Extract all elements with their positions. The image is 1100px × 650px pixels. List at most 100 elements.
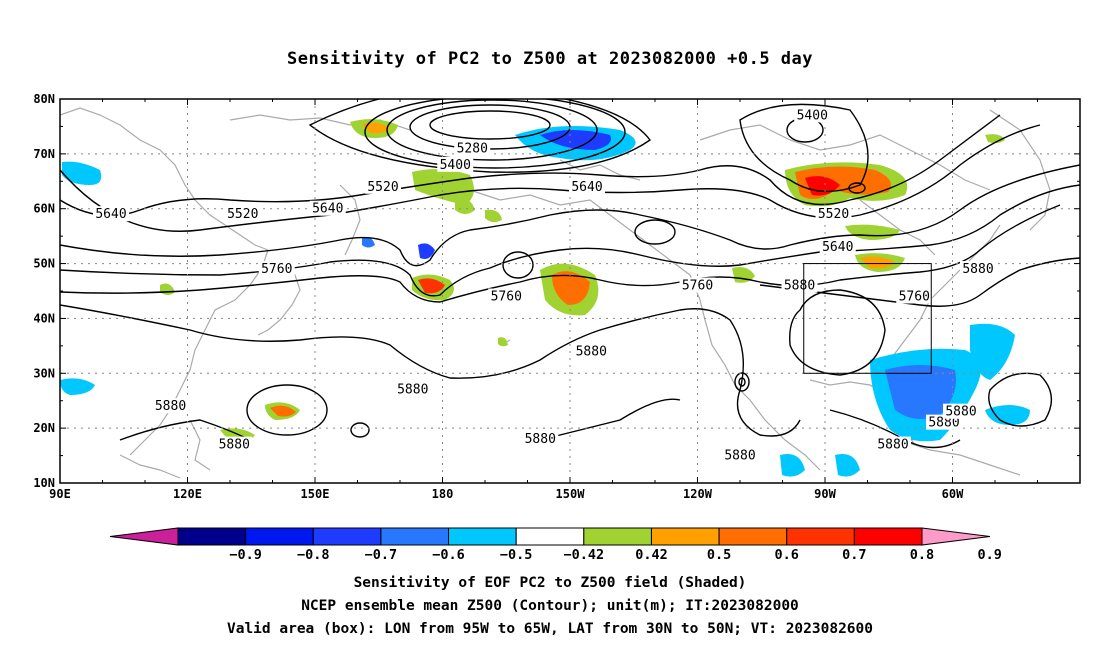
svg-text:5760: 5760 [899, 289, 930, 304]
contour-label: 5520 [365, 178, 401, 195]
lon-tick-label: 90E [49, 487, 71, 501]
svg-text:5640: 5640 [95, 207, 126, 222]
svg-text:5520: 5520 [818, 207, 849, 222]
colorbar-label: 0.5 [707, 547, 731, 563]
caption-line-3: Valid area (box): LON from 95W to 65W, L… [226, 621, 873, 637]
lat-tick-label: 40N [33, 311, 55, 325]
svg-text:5640: 5640 [312, 202, 343, 217]
colorbar-label: −0.42 [563, 547, 604, 563]
svg-text:5880: 5880 [724, 449, 755, 464]
contour-label: 5880 [216, 436, 253, 453]
colorbar-segment [786, 527, 855, 546]
lat-tick-label: 60N [33, 202, 55, 216]
contour-label: 5880 [394, 381, 431, 398]
lat-tick-label: 80N [33, 92, 55, 106]
colorbar-label: 0.8 [910, 547, 934, 563]
svg-text:5880: 5880 [877, 438, 908, 453]
caption-line-1: Sensitivity of EOF PC2 to Z500 field (Sh… [353, 575, 747, 591]
colorbar-label: −0.8 [297, 547, 330, 563]
svg-text:5880: 5880 [219, 438, 250, 453]
contour-label: 5520 [224, 206, 261, 222]
lat-tick-label: 50N [33, 257, 55, 271]
contour-labels: 5400 5280 5400 5520 5520 5520 5640 5640 5640 5640… [93, 107, 996, 464]
svg-text:5880: 5880 [397, 383, 428, 398]
svg-text:5880: 5880 [945, 405, 976, 420]
svg-text:5880: 5880 [576, 344, 607, 359]
contour-label: 5880 [522, 431, 559, 447]
colorbar-label: −0.9 [229, 547, 262, 563]
lat-tick-label: 20N [33, 421, 55, 435]
colorbar-segment [380, 527, 450, 546]
map-plot-area: 5400 5280 5400 5520 5520 5520 5640 5640 5640 5640… [33, 92, 1081, 501]
contour-label: 5760 [258, 261, 295, 277]
lon-tick-label: 90W [814, 487, 836, 501]
contour-label: 5760 [679, 277, 716, 294]
lon-tick-label: 120W [683, 487, 713, 501]
lat-axis-labels: 80N 70N 60N 50N 40N 30N 20N 10N [33, 92, 55, 490]
colorbar-segment [109, 527, 179, 546]
lon-tick-label: 150W [556, 487, 586, 501]
colorbar-segment [718, 527, 788, 546]
svg-text:5760: 5760 [491, 289, 522, 304]
lon-tick-label: 60W [942, 487, 964, 501]
colorbar-segment [921, 527, 991, 546]
svg-text:5760: 5760 [261, 262, 292, 277]
colorbar-segment [177, 527, 247, 546]
colorbar-label: 0.42 [635, 547, 668, 563]
colorbar-segment [650, 527, 720, 546]
svg-text:5400: 5400 [797, 108, 828, 123]
svg-text:5880: 5880 [155, 399, 186, 414]
svg-text:5640: 5640 [571, 180, 602, 195]
colorbar-label: 0.6 [775, 547, 799, 563]
contour-label: 5400 [437, 156, 474, 173]
contour-label: 5880 [875, 436, 911, 453]
contour-label: 5520 [815, 206, 852, 222]
lat-tick-label: 70N [33, 147, 55, 161]
svg-text:5400: 5400 [440, 158, 471, 173]
colorbar-label: −0.7 [365, 547, 398, 563]
colorbar-segment [853, 527, 923, 546]
colorbar-label: −0.6 [432, 547, 465, 563]
colorbar-segment [515, 527, 585, 546]
svg-text:5520: 5520 [227, 207, 258, 222]
svg-text:5640: 5640 [822, 240, 853, 255]
contour-label: 5280 [454, 140, 491, 156]
colorbar-segment [312, 527, 382, 546]
colorbar-segment [448, 527, 517, 546]
svg-text:5280: 5280 [457, 141, 488, 156]
valid-area-box [803, 263, 932, 374]
lon-tick-label: 120E [173, 487, 202, 501]
colorbar: −0.9 −0.8 −0.7 −0.6 −0.5 −0.42 0.42 0.5 0.6 0.7 0.… [109, 527, 1002, 563]
contour-label: 5880 [781, 277, 818, 294]
contour-label: 5640 [569, 178, 605, 195]
lat-tick-label: 10N [33, 476, 55, 490]
svg-text:5760: 5760 [682, 279, 713, 294]
lon-tick-label: 150E [301, 487, 330, 501]
svg-text:5880: 5880 [928, 416, 959, 431]
contour-label: 5880 [960, 261, 996, 277]
colorbar-segment [583, 527, 652, 546]
colorbar-label: −0.5 [500, 547, 533, 563]
contour-label: 5760 [488, 288, 525, 304]
svg-text:5520: 5520 [367, 180, 398, 195]
contour-label: 5880 [152, 398, 189, 414]
contour-label: 5760 [896, 288, 933, 304]
contour-label: 5880 [943, 403, 979, 420]
colorbar-label: 0.9 [977, 547, 1001, 563]
caption-line-2: NCEP ensemble mean Z500 (Contour); unit(… [301, 598, 799, 614]
contour-label: 5640 [309, 200, 346, 217]
lon-axis-labels: 90E 120E 150E 180 150W 120W 90W 60W [49, 487, 964, 501]
contour-label: 5880 [573, 343, 610, 359]
axis-ticks [59, 98, 1081, 484]
contour-label: 5880 [722, 447, 758, 464]
svg-text:5880: 5880 [962, 262, 993, 277]
sensitivity-shading [60, 119, 1030, 477]
map-title: Sensitivity of PC2 to Z500 at 2023082000… [286, 49, 813, 69]
z500-contours [60, 99, 1080, 449]
colorbar-segment [245, 527, 314, 546]
contour-label: 5400 [794, 107, 831, 123]
lat-tick-label: 30N [33, 366, 55, 380]
colorbar-label: 0.7 [842, 547, 866, 563]
svg-text:5880: 5880 [784, 279, 815, 294]
